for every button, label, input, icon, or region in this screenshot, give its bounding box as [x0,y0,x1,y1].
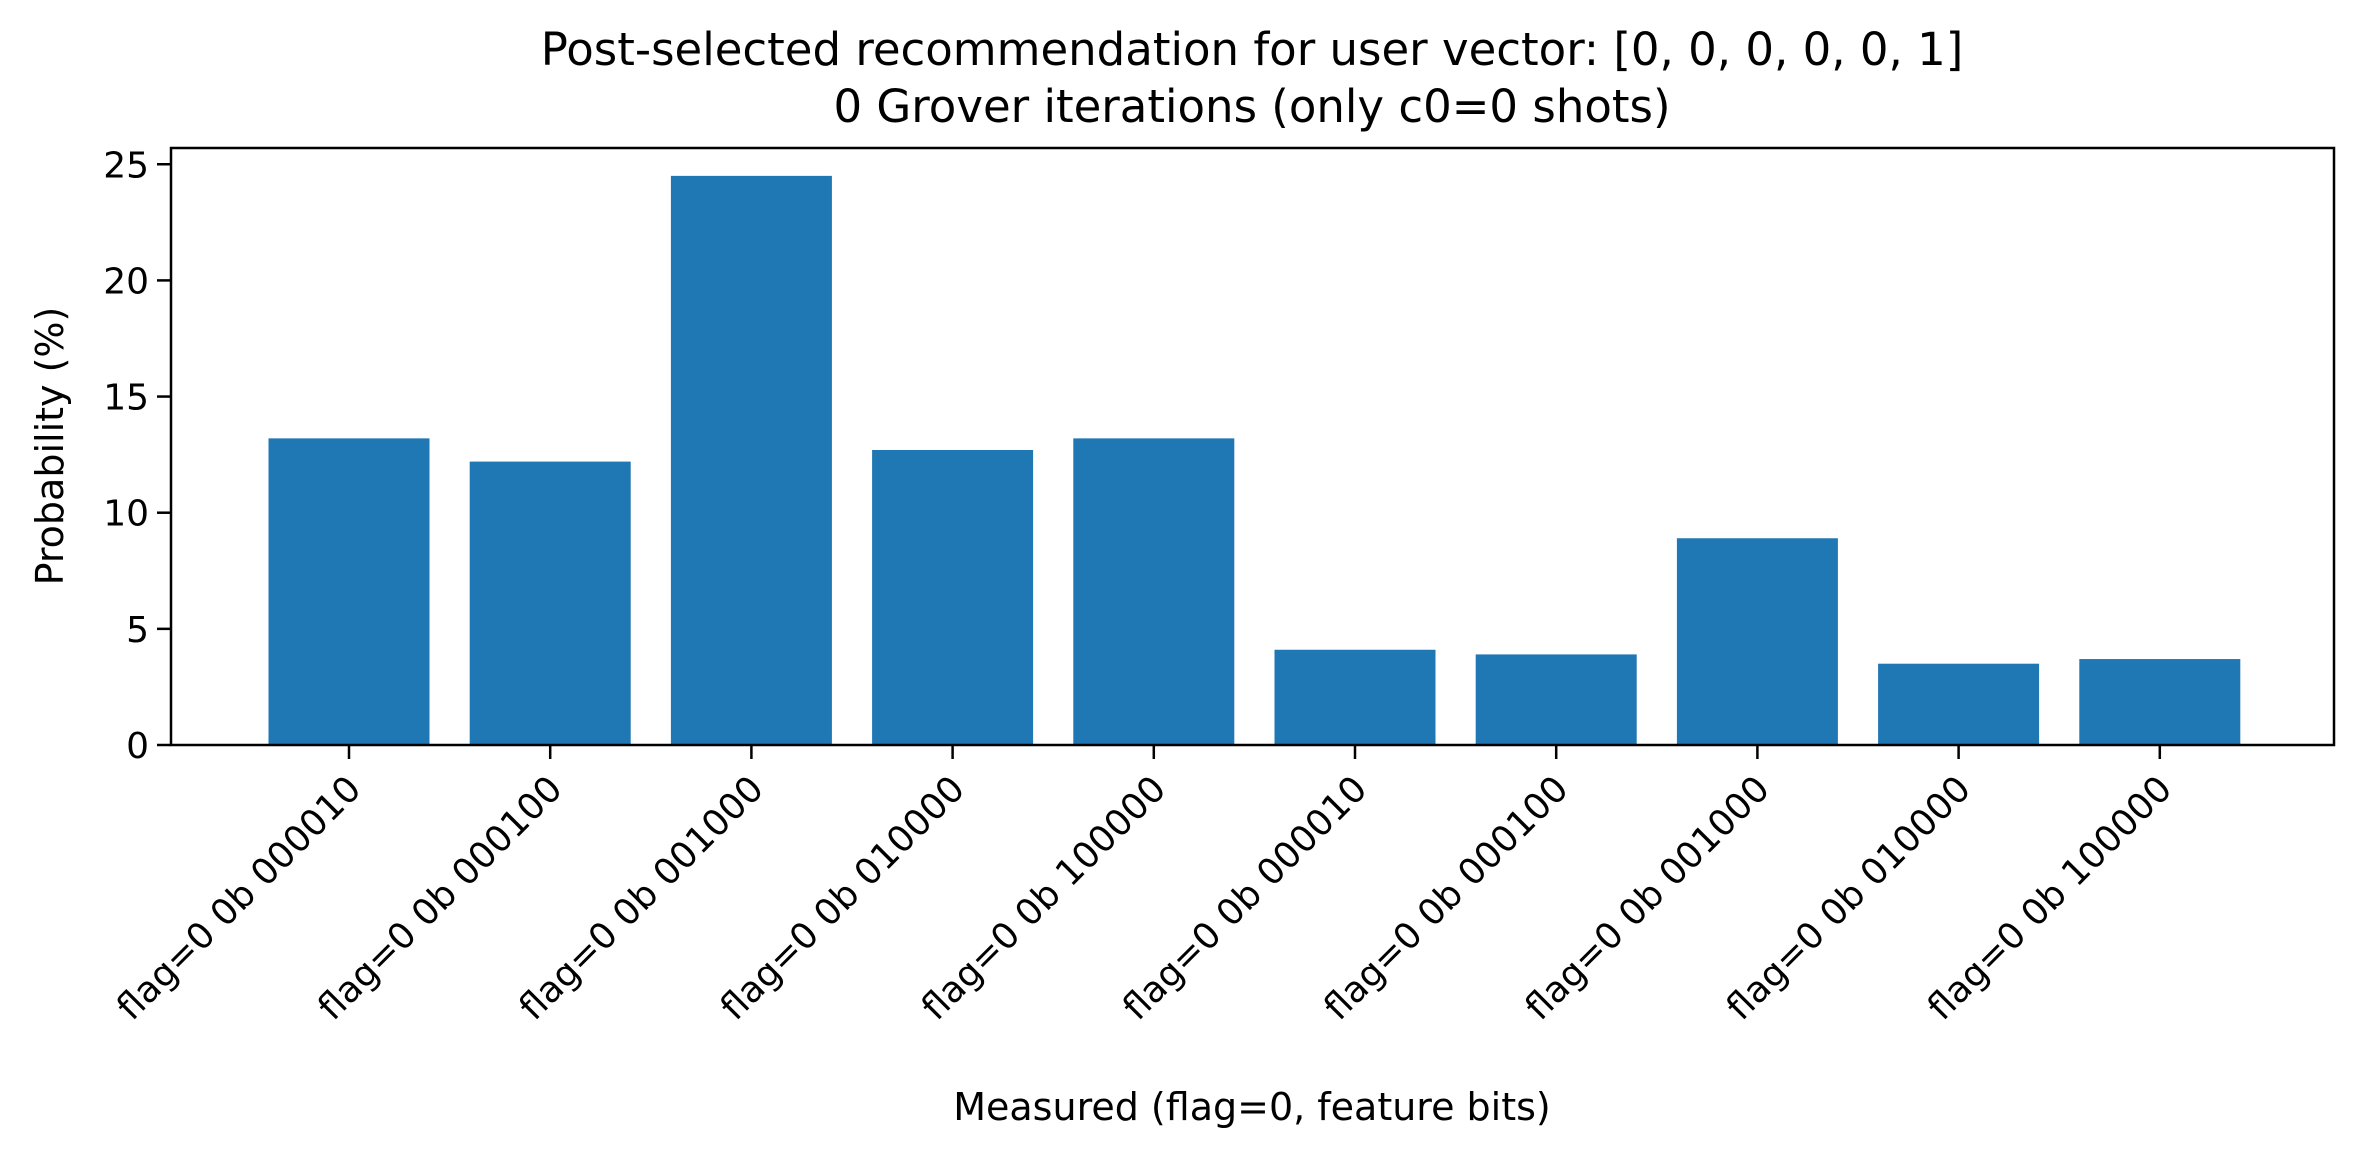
chart-title: Post-selected recommendation for user ve… [541,23,1964,76]
y-axis-label: Probability (%) [28,307,72,586]
bar [1878,663,2040,745]
y-tick-label: 25 [103,145,149,186]
plot-frame [169,146,2336,747]
y-tick-label: 20 [103,261,149,302]
bar [2079,659,2241,745]
bar [1073,438,1235,745]
chart-subtitle: 0 Grover iterations (only c0=0 shots) [833,80,1670,133]
bar [872,449,1034,745]
bar [1676,538,1838,745]
y-tick-label: 10 [103,494,149,535]
bar [469,461,631,745]
bar [1475,654,1637,745]
bar [670,175,832,745]
bars-layer [268,175,2241,745]
bar [268,438,430,745]
y-axis: 0 5 10 15 20 25 [103,145,171,767]
y-tick-label: 5 [126,610,149,651]
y-tick-label: 0 [126,726,149,767]
y-tick-label: 15 [103,378,149,419]
x-axis-label: Measured (flag=0, feature bits) [953,1085,1551,1129]
bar [1274,649,1436,745]
